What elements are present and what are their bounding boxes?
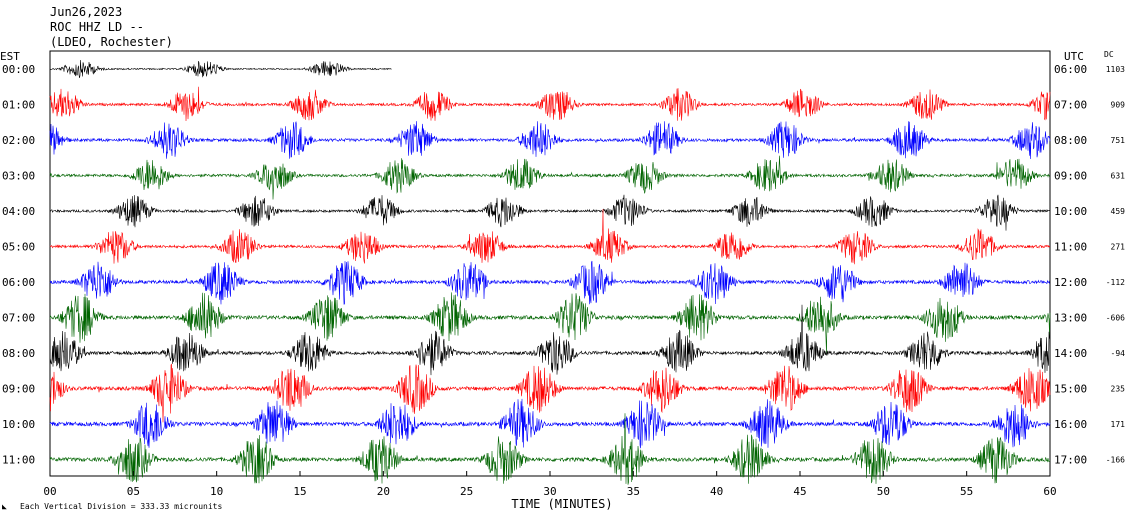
dc-label: 1103	[1106, 65, 1125, 74]
trace-line-0800	[49, 120, 1051, 160]
chart-date: Jun26,2023	[50, 5, 122, 19]
est-tick-label: 09:00	[2, 383, 35, 396]
x-axis-ticks: 00 05 10 15 20 25 30 35 40 45 50 55 60	[43, 471, 1057, 498]
x-tick-label: 15	[293, 485, 306, 498]
est-tick-label: 04:00	[2, 205, 35, 218]
x-tick-label: 40	[710, 485, 723, 498]
est-axis-title: EST	[0, 50, 20, 63]
chart-station: ROC HHZ LD --	[50, 20, 144, 34]
utc-tick-labels: 06:00 07:00 08:00 09:00 10:00 11:00 12:00 13:00…	[1054, 63, 1087, 467]
utc-tick-label: 09:00	[1054, 170, 1087, 183]
utc-tick-label: 10:00	[1054, 205, 1087, 218]
footer-icon: ◣	[2, 502, 7, 511]
est-tick-label: 06:00	[2, 276, 35, 289]
trace-group	[49, 59, 1051, 485]
dc-label: 909	[1111, 101, 1126, 110]
dc-label: -112	[1106, 278, 1125, 287]
dc-label: 459	[1111, 207, 1126, 216]
dc-title: DC	[1104, 50, 1114, 59]
dc-label: -94	[1111, 349, 1126, 358]
est-tick-label: 03:00	[2, 170, 35, 183]
dc-label: 235	[1111, 385, 1126, 394]
x-tick-label: 55	[960, 485, 973, 498]
utc-tick-label: 11:00	[1054, 241, 1087, 254]
est-tick-label: 07:00	[2, 312, 35, 325]
dc-label: 271	[1111, 243, 1126, 252]
utc-tick-label: 15:00	[1054, 383, 1087, 396]
x-tick-label: 60	[1043, 485, 1056, 498]
utc-tick-label: 06:00	[1054, 63, 1087, 76]
x-tick-label: 45	[793, 485, 806, 498]
trace-line-1600	[49, 398, 1051, 449]
x-tick-label: 05	[127, 485, 140, 498]
est-tick-label: 11:00	[2, 454, 35, 467]
trace-line-0700	[49, 86, 1051, 122]
trace-line-0600	[49, 59, 392, 79]
utc-axis-title: UTC	[1064, 50, 1084, 63]
x-tick-label: 00	[43, 485, 56, 498]
trace-line-1500	[49, 363, 1051, 423]
est-tick-label: 05:00	[2, 241, 35, 254]
trace-line-1400	[49, 304, 1051, 376]
dc-label: -606	[1106, 314, 1125, 323]
x-tick-label: 20	[377, 485, 390, 498]
x-axis-label: TIME (MINUTES)	[511, 497, 612, 511]
utc-tick-label: 14:00	[1054, 347, 1087, 360]
dc-label: -166	[1106, 456, 1125, 465]
trace-line-1700	[49, 413, 1051, 485]
x-tick-label: 10	[210, 485, 223, 498]
est-tick-label: 10:00	[2, 418, 35, 431]
est-tick-labels: 00:00 01:00 02:00 03:00 04:00 05:00 06:00 07:00…	[2, 63, 35, 467]
dc-label: 171	[1111, 420, 1126, 429]
utc-tick-label: 08:00	[1054, 134, 1087, 147]
x-tick-label: 35	[627, 485, 640, 498]
utc-tick-label: 17:00	[1054, 454, 1087, 467]
x-tick-label: 50	[877, 485, 890, 498]
utc-tick-label: 07:00	[1054, 99, 1087, 112]
est-tick-label: 00:00	[2, 63, 35, 76]
trace-line-1200	[49, 260, 1051, 305]
trace-line-0900	[49, 155, 1051, 200]
chart-location: (LDEO, Rochester)	[50, 35, 173, 49]
x-tick-label: 30	[543, 485, 556, 498]
dc-label: 631	[1111, 172, 1126, 181]
utc-tick-label: 16:00	[1054, 418, 1087, 431]
trace-line-1000	[49, 194, 1051, 231]
x-tick-label: 25	[460, 485, 473, 498]
est-tick-label: 08:00	[2, 347, 35, 360]
utc-tick-label: 13:00	[1054, 312, 1087, 325]
dc-labels: 1103 909 751 631 459 271 -112 -606 -94 235 171 -166	[1106, 65, 1125, 465]
dc-label: 751	[1111, 136, 1126, 145]
utc-tick-label: 12:00	[1054, 276, 1087, 289]
est-tick-label: 02:00	[2, 134, 35, 147]
trace-line-1300	[49, 292, 1051, 355]
trace-line-1100	[49, 209, 1050, 265]
footer-note: Each Vertical Division = 333.33 microuni…	[20, 502, 222, 511]
est-tick-label: 01:00	[2, 99, 35, 112]
